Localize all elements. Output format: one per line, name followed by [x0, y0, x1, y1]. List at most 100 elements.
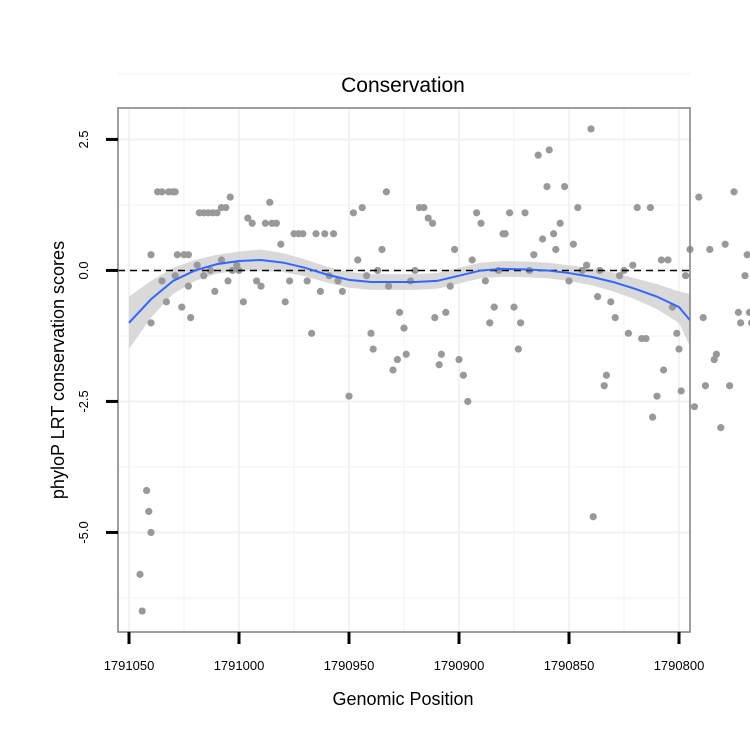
data-point: [402, 350, 410, 358]
data-point: [162, 298, 170, 306]
data-point: [143, 486, 151, 495]
grid-lines: [118, 73, 690, 632]
data-point: [657, 256, 666, 264]
data-point: [407, 277, 415, 285]
data-point: [389, 366, 397, 374]
data-point: [675, 345, 683, 353]
data-point: [726, 382, 734, 390]
data-point: [382, 188, 390, 196]
data-point: [510, 303, 518, 311]
data-point: [266, 198, 274, 206]
data-point: [411, 266, 419, 275]
data-point: [330, 230, 338, 238]
data-point: [429, 219, 437, 227]
data-point: [481, 277, 489, 285]
x-tick-label: 1790900: [434, 658, 485, 673]
data-point: [677, 387, 685, 395]
data-point: [316, 287, 324, 295]
data-point: [147, 319, 155, 327]
data-point: [158, 188, 166, 196]
data-point: [299, 230, 307, 238]
data-point: [514, 345, 523, 353]
data-point: [173, 251, 181, 259]
data-point: [334, 277, 342, 285]
chart-title: Conservation: [341, 74, 465, 97]
data-point: [717, 424, 725, 432]
x-tick-label: 1790800: [654, 658, 705, 673]
plot-panel: [117, 73, 750, 633]
data-point: [583, 261, 591, 269]
data-point: [556, 219, 564, 227]
data-point: [706, 245, 714, 254]
data-point: [624, 329, 633, 337]
data-point: [664, 256, 672, 264]
confidence-ribbon: [129, 249, 690, 350]
data-point: [695, 193, 703, 201]
panel-border: [117, 107, 691, 633]
data-point: [178, 303, 186, 311]
data-point: [345, 392, 353, 400]
data-point: [602, 371, 611, 379]
data-point: [730, 188, 738, 196]
data-point: [451, 245, 459, 254]
y-tick-label: -2.5: [76, 390, 91, 412]
data-point: [312, 230, 320, 238]
data-point: [530, 251, 538, 259]
data-point: [272, 219, 280, 227]
data-point: [501, 230, 509, 238]
points-layer: [136, 125, 750, 615]
data-point: [244, 214, 252, 222]
data-point: [569, 240, 578, 248]
data-point: [682, 272, 690, 280]
data-point: [589, 513, 597, 521]
data-point: [574, 203, 582, 212]
data-point: [277, 240, 285, 248]
data-point: [239, 298, 247, 306]
x-tick-label: 1790850: [544, 658, 595, 673]
data-point: [442, 308, 450, 316]
y-tick-label: 2.5: [76, 130, 91, 148]
x-axis: 1791050 1791000 1790950 1790900 1790850 17908…: [104, 632, 705, 673]
data-point: [187, 314, 195, 322]
data-point: [378, 245, 386, 254]
data-point: [649, 413, 657, 421]
data-point: [257, 282, 265, 290]
data-point: [158, 277, 166, 285]
data-point: [217, 256, 225, 264]
data-point: [200, 272, 208, 280]
data-point: [281, 298, 289, 306]
data-point: [741, 272, 749, 280]
y-axis-title: phyloP LRT conservation scores: [48, 241, 68, 499]
data-point: [468, 256, 476, 264]
data-point: [506, 209, 514, 217]
data-point: [147, 528, 155, 537]
data-point: [646, 203, 655, 212]
data-point: [363, 272, 371, 280]
data-point: [539, 235, 547, 243]
data-point: [565, 277, 573, 285]
data-point: [701, 382, 710, 390]
x-axis-title: Genomic Position: [332, 689, 473, 709]
data-point: [464, 397, 472, 406]
data-point: [743, 251, 750, 259]
data-point: [600, 382, 608, 390]
data-point: [712, 350, 721, 358]
data-point: [374, 266, 382, 275]
data-point: [248, 219, 256, 227]
data-point: [459, 371, 467, 379]
data-point: [171, 272, 179, 280]
data-point: [561, 183, 569, 191]
data-point: [393, 355, 401, 364]
data-point: [435, 361, 443, 369]
y-tick-label: -5.0: [76, 521, 91, 543]
data-point: [206, 266, 214, 275]
data-point: [226, 193, 234, 201]
data-point: [136, 570, 144, 578]
data-point: [253, 277, 261, 285]
y-axis: 2.5 0.0 -2.5 -5.0: [76, 130, 118, 544]
data-point: [587, 125, 595, 133]
data-point: [308, 329, 316, 337]
smooth-line-layer: [128, 258, 691, 324]
data-point: [616, 272, 624, 280]
